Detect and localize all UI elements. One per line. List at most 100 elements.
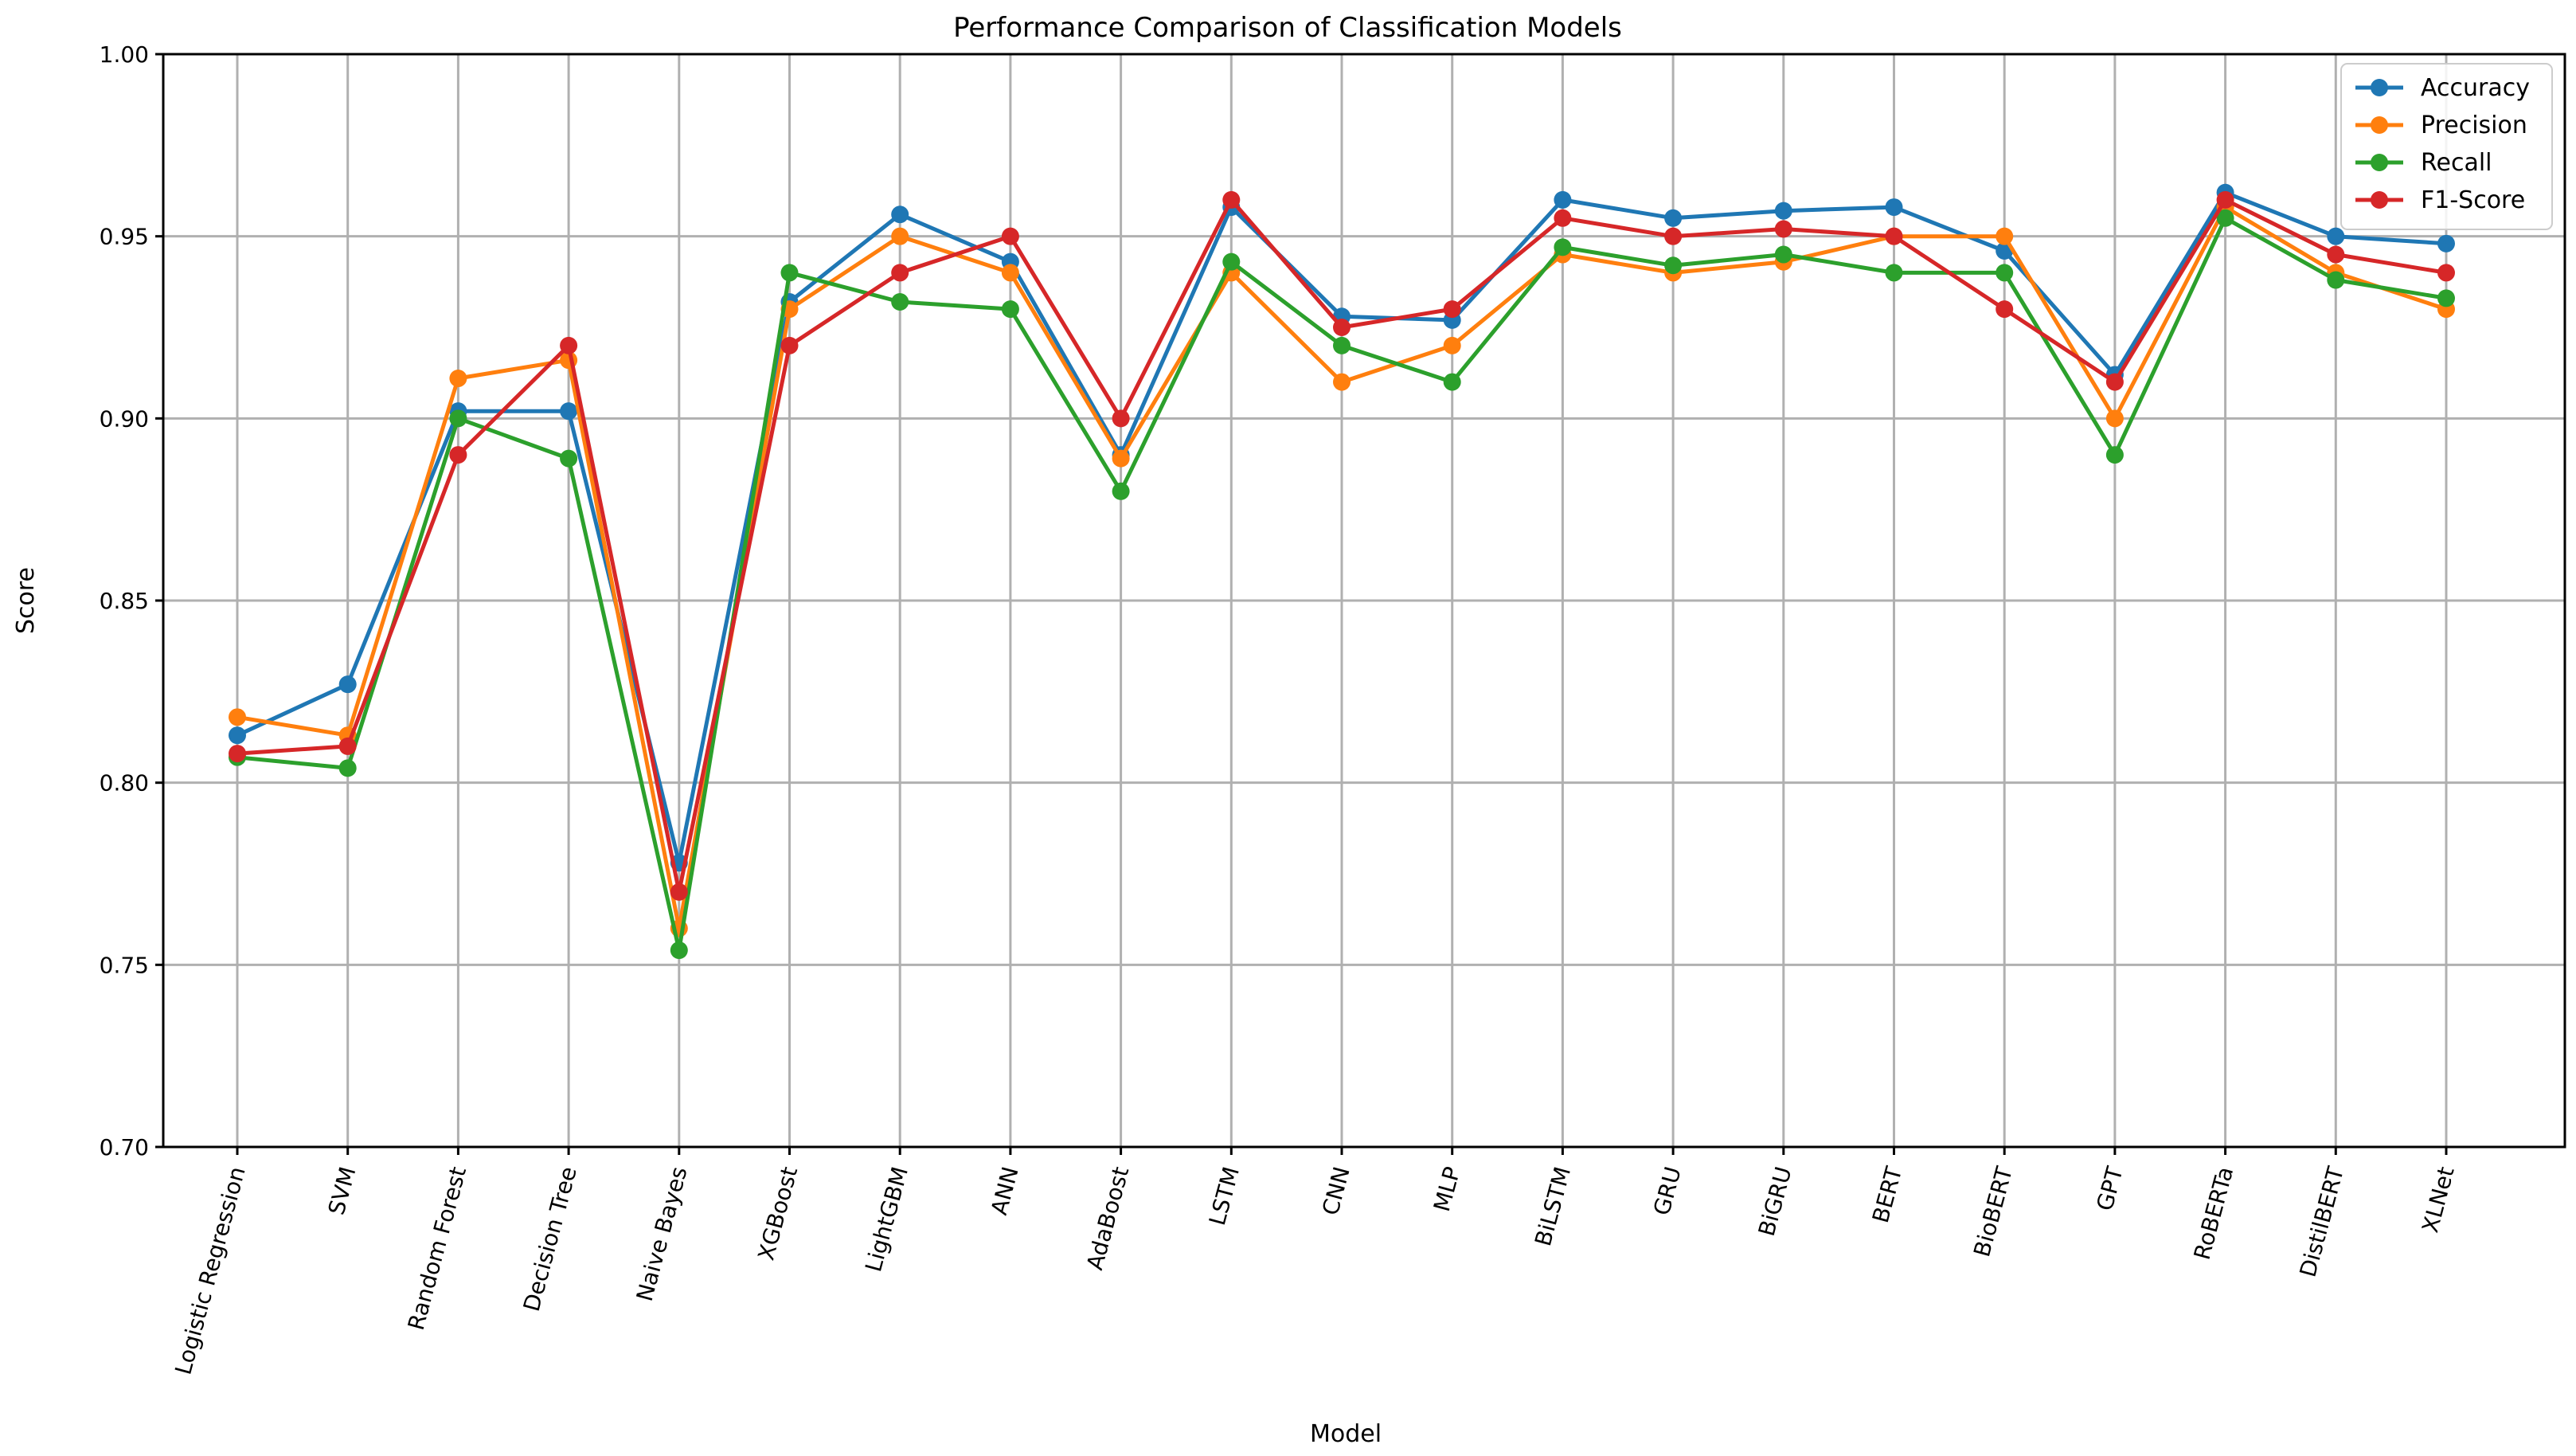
- data-point: [670, 941, 688, 960]
- x-tick-label: CNN: [1317, 1164, 1355, 1218]
- y-tick-label: 0.80: [100, 770, 149, 796]
- data-point: [449, 370, 467, 388]
- data-point: [1333, 336, 1351, 354]
- y-tick-label: 0.90: [100, 405, 149, 432]
- x-tick-label: Random Forest: [403, 1164, 471, 1333]
- y-tick-label: 0.70: [100, 1134, 149, 1160]
- data-point: [338, 737, 357, 755]
- data-point: [229, 708, 246, 726]
- data-point: [229, 745, 246, 763]
- data-point: [1774, 202, 1792, 220]
- data-point: [1996, 227, 2014, 245]
- data-point: [449, 446, 467, 464]
- legend-label: Accuracy: [2421, 74, 2530, 102]
- x-tick-label: LightGBM: [860, 1164, 913, 1274]
- legend-marker: [2371, 79, 2388, 96]
- x-axis: Logistic Regression SVM Random Forest Decis…: [170, 1147, 2460, 1377]
- x-tick-label: GRU: [1648, 1164, 1687, 1218]
- series-layer: [229, 183, 2455, 960]
- legend-marker: [2371, 191, 2388, 209]
- y-tick-label: 0.85: [100, 588, 149, 614]
- x-tick-label: SVM: [323, 1164, 362, 1218]
- data-point: [891, 264, 909, 282]
- data-point: [1774, 220, 1792, 238]
- x-tick-label: BioBERT: [1968, 1163, 2018, 1259]
- data-point: [1554, 238, 1572, 256]
- y-tick-label: 1.00: [100, 41, 149, 68]
- series-f1-score: [229, 190, 2455, 901]
- data-point: [229, 726, 246, 745]
- x-tick-label: BiGRU: [1753, 1164, 1797, 1239]
- x-tick-label: ANN: [986, 1164, 1024, 1218]
- data-point: [1443, 336, 1461, 354]
- data-point: [1885, 264, 1903, 282]
- data-point: [1112, 449, 1130, 468]
- x-tick-label: BERT: [1867, 1163, 1908, 1225]
- data-point: [1222, 190, 1241, 209]
- data-point: [2437, 234, 2455, 252]
- data-point: [780, 264, 799, 282]
- data-point: [2327, 227, 2345, 245]
- x-tick-label: XLNet: [2417, 1164, 2460, 1235]
- data-point: [1333, 373, 1351, 391]
- y-axis-label: Score: [12, 567, 40, 634]
- data-point: [1554, 209, 1572, 227]
- x-tick-label: XGBoost: [752, 1164, 803, 1262]
- x-tick-label: MLP: [1429, 1164, 1466, 1214]
- data-point: [1001, 227, 1019, 245]
- x-tick-label: Naive Bayes: [631, 1164, 693, 1304]
- legend-box: [2340, 63, 2553, 230]
- data-point: [1996, 264, 2014, 282]
- data-point: [891, 292, 909, 311]
- data-point: [338, 675, 357, 694]
- data-point: [2105, 446, 2124, 464]
- x-axis-label: Model: [1310, 1420, 1382, 1448]
- data-point: [891, 227, 909, 245]
- data-point: [2216, 190, 2234, 209]
- data-point: [1664, 209, 1683, 227]
- x-tick-label: Decision Tree: [518, 1164, 582, 1314]
- data-point: [560, 402, 578, 421]
- x-tick-label: BiLSTM: [1530, 1164, 1576, 1249]
- data-point: [1443, 373, 1461, 391]
- data-point: [1112, 482, 1130, 500]
- data-point: [891, 205, 909, 224]
- data-point: [780, 336, 799, 354]
- data-point: [2216, 209, 2234, 227]
- legend-label: Recall: [2421, 149, 2492, 177]
- data-point: [560, 449, 578, 468]
- data-point: [2327, 245, 2345, 264]
- data-point: [1001, 264, 1019, 282]
- data-point: [1774, 245, 1792, 264]
- legend-label: F1-Score: [2421, 186, 2525, 214]
- data-point: [1222, 252, 1241, 271]
- x-tick-label: AdaBoost: [1081, 1164, 1134, 1273]
- data-point: [449, 409, 467, 428]
- y-tick-label: 0.75: [100, 952, 149, 978]
- data-point: [1112, 409, 1130, 428]
- legend-label: Precision: [2421, 112, 2527, 139]
- data-point: [1996, 300, 2014, 319]
- data-point: [1664, 227, 1683, 245]
- data-point: [670, 883, 688, 901]
- data-point: [1001, 300, 1019, 319]
- x-tick-label: DistilBERT: [2294, 1163, 2349, 1279]
- data-point: [2105, 373, 2124, 391]
- y-axis: 0.70 0.75 0.80 0.85 0.90 0.95 1.00: [100, 41, 163, 1160]
- data-point: [1885, 198, 1903, 217]
- data-point: [1664, 256, 1683, 275]
- data-point: [1885, 227, 1903, 245]
- legend-marker: [2371, 154, 2388, 171]
- data-point: [2327, 271, 2345, 289]
- x-tick-label: Logistic Regression: [170, 1164, 250, 1377]
- x-tick-label: RoBERTa: [2189, 1164, 2239, 1262]
- data-point: [338, 759, 357, 777]
- data-point: [1333, 319, 1351, 336]
- x-tick-label: GPT: [2091, 1163, 2128, 1213]
- data-point: [2437, 264, 2455, 282]
- data-point: [2105, 409, 2124, 428]
- chart-title: Performance Comparison of Classification…: [953, 12, 1622, 44]
- data-point: [1443, 300, 1461, 319]
- series-recall: [229, 209, 2455, 960]
